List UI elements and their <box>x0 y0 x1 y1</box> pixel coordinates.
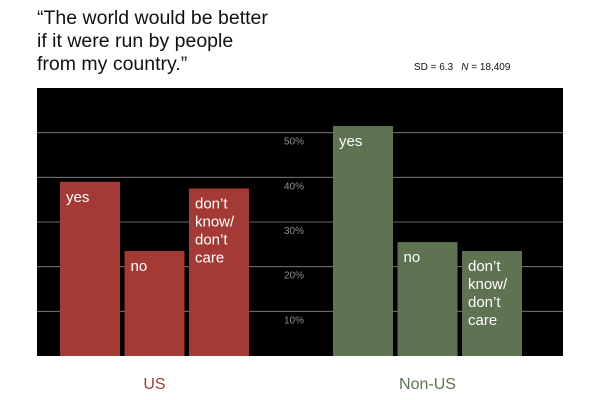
tick-label: 40% <box>284 181 304 192</box>
bar-label: yes <box>66 189 89 206</box>
bar-label: don’t know/don’t care <box>468 258 508 329</box>
bar-label: no <box>131 258 148 275</box>
group-label-us: US <box>143 376 165 393</box>
title-line: if it were run by people <box>37 30 234 52</box>
n-symbol: N <box>461 62 469 73</box>
sd-value: SD = 6.3 <box>414 62 454 73</box>
chart-title: “The world would be better if it were ru… <box>37 7 367 76</box>
title-line: from my country.” <box>37 53 188 75</box>
sample-stats: SD = 6.3 N = 18,409 <box>414 62 510 73</box>
bar-us-no <box>124 251 185 356</box>
bar-non-us-yes <box>333 125 393 356</box>
bar-label: no <box>404 249 421 266</box>
group-label-non-us: Non-US <box>399 376 456 393</box>
tick-label: 50% <box>284 137 304 148</box>
tick-label: 30% <box>284 226 304 237</box>
bar-non-us-dont-know <box>462 251 522 356</box>
n-value: = 18,409 <box>471 62 511 73</box>
bar-label: don’t know/don’t care <box>195 196 235 267</box>
tick-label: 10% <box>284 315 304 326</box>
bar-label: yes <box>339 133 362 150</box>
bar-us-dont-know <box>189 188 249 356</box>
tick-label: 20% <box>284 271 304 282</box>
title-line: “The world would be better <box>37 7 268 29</box>
bar-us-yes <box>60 181 120 356</box>
bar-non-us-no <box>397 242 458 356</box>
